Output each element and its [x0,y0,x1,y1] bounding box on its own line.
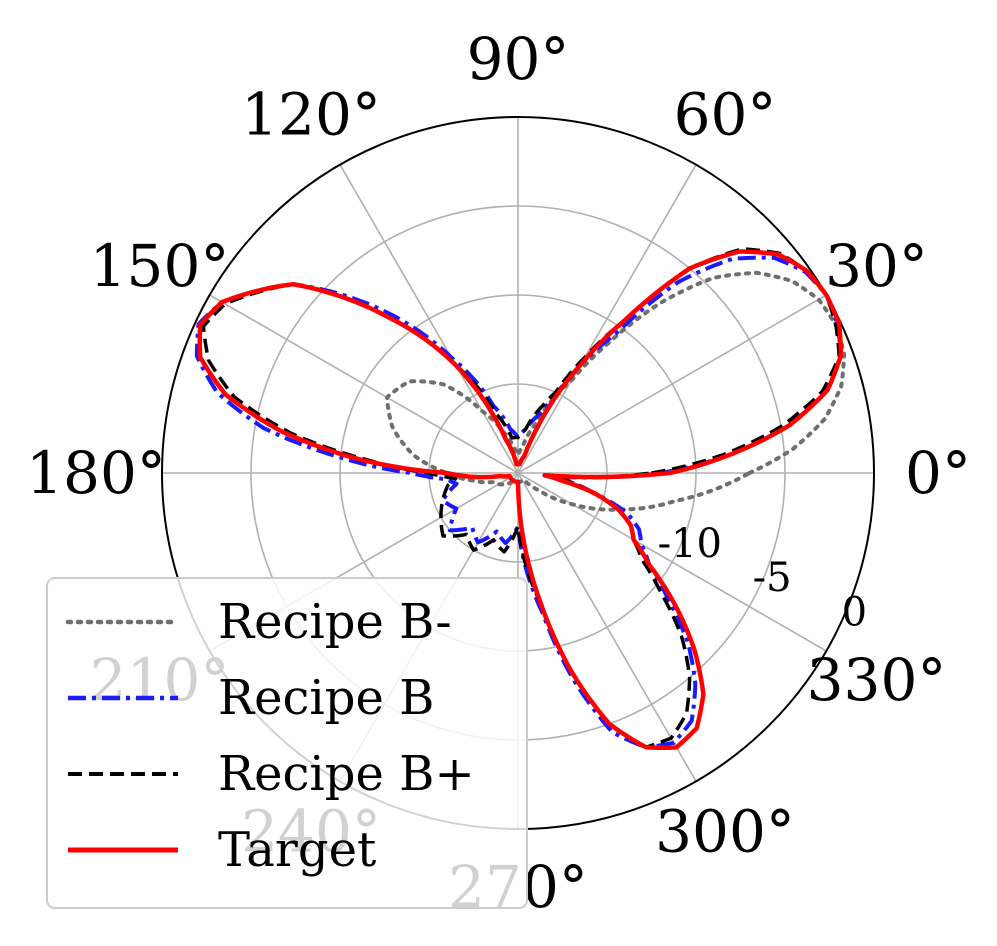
angle-tick-label: 0° [905,439,971,507]
radial-tick-label: 0 [842,589,867,635]
grid-spoke [517,472,697,782]
angle-tick-label: 300° [655,798,795,866]
series-line-1 [385,270,847,512]
angle-tick-label: 30° [825,232,928,300]
grid-spoke [339,164,519,474]
grid-spoke [517,164,697,474]
legend-label: Target [218,822,376,878]
radial-tick-label: -5 [753,555,792,601]
grid-spoke [517,294,827,474]
angle-tick-label: 180° [26,439,166,507]
legend-frame [46,577,528,909]
legend-label: Recipe B [218,670,434,726]
legend-label: Recipe B- [218,594,452,650]
grid-spoke [517,472,827,652]
angle-tick-label: 330° [807,646,947,714]
angle-tick-label: 120° [241,81,381,149]
legend: Recipe B- Recipe B Recipe B+ Target [46,577,528,909]
grid-spoke [209,294,519,474]
series-line-2 [194,255,843,750]
angle-tick-label: 60° [674,81,777,149]
series-line-4 [197,249,844,750]
angle-tick-label: 90° [467,25,570,93]
legend-label: Recipe B+ [218,746,475,802]
radial-tick-label: -10 [658,521,722,567]
angle-tick-label: 150° [90,232,230,300]
series-layer [194,247,847,750]
